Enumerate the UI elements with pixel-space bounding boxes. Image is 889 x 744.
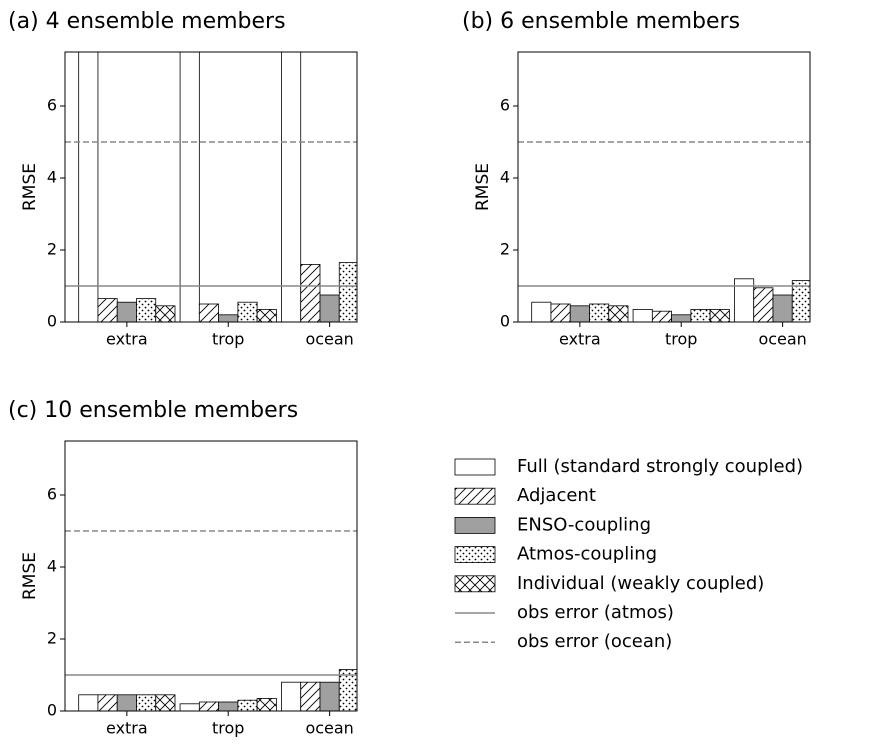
bar	[772, 294, 793, 322]
panel-title: (a) 4 ensemble members	[8, 9, 286, 34]
bar	[550, 303, 571, 322]
y-tick-label: 2	[500, 240, 510, 259]
legend-label: Full (standard strongly coupled)	[517, 456, 803, 477]
legend-label: obs error (ocean)	[517, 631, 672, 652]
bar	[218, 314, 239, 322]
bar	[569, 305, 590, 322]
bar	[359, 272, 378, 322]
legend-label: obs error (atmos)	[517, 602, 674, 623]
bar	[608, 305, 629, 322]
bar	[281, 681, 302, 711]
bar	[690, 308, 711, 322]
bar	[338, 262, 357, 322]
y-axis-label: RMSE	[20, 552, 40, 600]
bar	[179, 703, 200, 711]
axes-frame	[64, 440, 358, 712]
bar	[256, 308, 277, 322]
bar	[237, 301, 258, 322]
bar	[179, 52, 200, 322]
bar	[671, 314, 692, 322]
bar	[753, 287, 774, 322]
x-tick-label: extra	[559, 330, 601, 349]
bar	[338, 669, 357, 711]
legend-swatch	[454, 517, 496, 534]
y-tick-label: 2	[47, 240, 57, 259]
legend-swatch	[454, 487, 496, 505]
panel-title: (c) 10 ensemble members	[8, 398, 298, 423]
legend-swatch	[454, 458, 496, 476]
bar	[256, 698, 277, 711]
y-axis-label: RMSE	[473, 163, 493, 211]
y-tick-label: 0	[47, 312, 57, 331]
bar	[632, 308, 653, 322]
bar	[359, 666, 378, 711]
x-tick-label: ocean	[305, 719, 353, 738]
bar	[281, 52, 302, 322]
bar	[319, 294, 340, 322]
legend-swatch	[454, 546, 496, 563]
y-tick-label: 2	[47, 629, 57, 648]
bar	[198, 701, 220, 711]
x-tick-label: extra	[106, 719, 148, 738]
y-tick-label: 4	[500, 168, 510, 187]
y-axis-label: RMSE	[20, 163, 40, 211]
x-tick-label: trop	[212, 330, 244, 349]
x-tick-label: ocean	[758, 330, 806, 349]
bar	[589, 303, 610, 322]
bar	[709, 308, 730, 322]
legend-swatch	[454, 575, 496, 593]
y-tick-label: 6	[500, 96, 510, 115]
y-tick-label: 6	[47, 485, 57, 504]
bar	[218, 701, 239, 711]
plot-area	[78, 666, 378, 711]
bar	[237, 699, 258, 711]
panel-title: (b) 6 ensemble members	[462, 9, 740, 34]
legend-label: Adjacent	[517, 485, 596, 506]
bar	[97, 298, 118, 322]
y-tick-label: 0	[500, 312, 510, 331]
y-tick-label: 0	[47, 701, 57, 720]
bar	[97, 694, 118, 711]
bar	[155, 694, 176, 711]
y-tick-label: 6	[47, 96, 57, 115]
x-tick-label: ocean	[305, 330, 353, 349]
bar	[116, 694, 137, 711]
y-tick-label: 4	[47, 168, 57, 187]
bar	[531, 301, 552, 322]
bar	[791, 280, 810, 322]
axes-frame	[64, 51, 358, 323]
bar	[155, 305, 176, 322]
legend-label: Individual (weakly coupled)	[517, 573, 764, 594]
bar	[198, 303, 220, 322]
bar	[319, 681, 340, 711]
plot-area	[78, 52, 378, 322]
x-tick-label: trop	[212, 719, 244, 738]
bar	[812, 279, 831, 322]
x-tick-label: extra	[106, 330, 148, 349]
plot-area	[531, 278, 831, 322]
legend-label: Atmos-coupling	[517, 544, 657, 565]
legend-label: ENSO-coupling	[517, 514, 651, 535]
bar	[651, 310, 673, 322]
bar	[116, 301, 137, 322]
bar	[78, 694, 99, 711]
y-tick-label: 4	[47, 557, 57, 576]
bar	[136, 298, 157, 322]
bar	[136, 694, 157, 711]
bar	[300, 263, 321, 322]
bar	[300, 681, 321, 711]
x-tick-label: trop	[665, 330, 697, 349]
axes-frame	[517, 51, 811, 323]
bar	[78, 52, 99, 322]
